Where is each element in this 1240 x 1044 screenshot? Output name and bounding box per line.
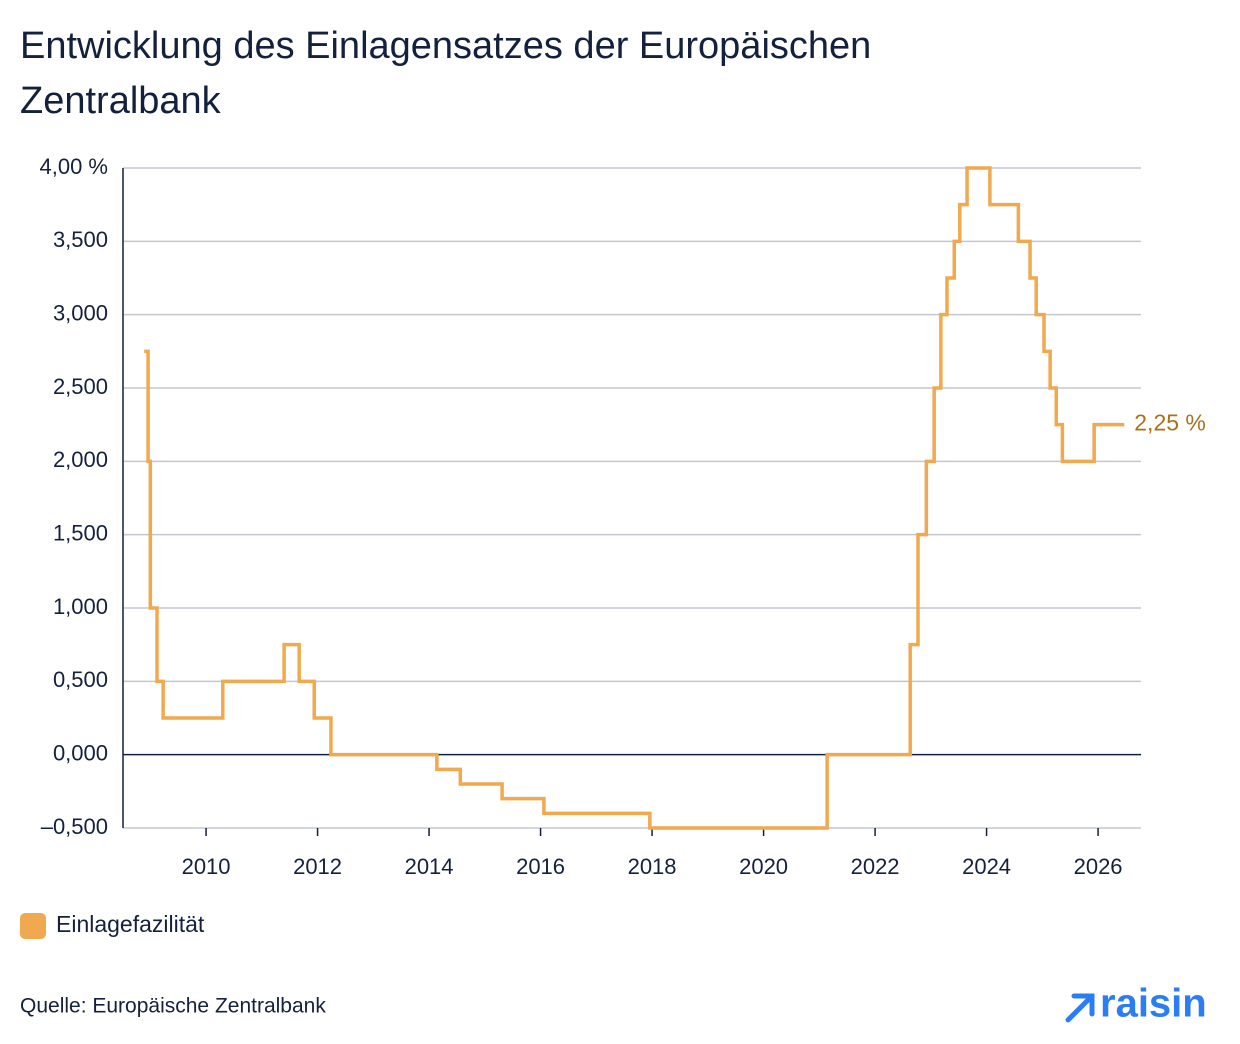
y-tick-label: 2,500 — [53, 374, 108, 399]
x-tick-label: 2010 — [182, 854, 231, 879]
x-tick-label: 2014 — [405, 854, 454, 879]
y-tick-label: –0,500 — [41, 814, 108, 839]
brand-logo: raisin — [1065, 982, 1207, 1026]
y-tick-label: 0,500 — [53, 667, 108, 692]
brand-name: raisin — [1100, 982, 1207, 1026]
x-tick-label: 2024 — [962, 854, 1011, 879]
y-tick-label: 3,000 — [53, 300, 108, 325]
x-tick-label: 2026 — [1074, 854, 1123, 879]
y-tick-label: 2,000 — [53, 447, 108, 472]
y-tick-label: 4,00 % — [40, 154, 109, 179]
x-tick-label: 2020 — [739, 854, 788, 879]
x-tick-label: 2018 — [628, 854, 677, 879]
x-tick-label: 2016 — [516, 854, 565, 879]
legend-label: Einlagefazilität — [56, 911, 205, 937]
y-tick-label: 0,000 — [53, 740, 108, 765]
y-tick-label: 3,500 — [53, 227, 108, 252]
brand-arrow — [1065, 993, 1095, 1023]
x-tick-label: 2012 — [293, 854, 342, 879]
x-tick-label: 2022 — [851, 854, 900, 879]
series-line — [144, 166, 1125, 830]
data-label: 2,25 % — [1134, 410, 1206, 436]
source-note: Quelle: Europäische Zentralbank — [20, 995, 326, 1018]
y-tick-label: 1,000 — [53, 594, 108, 619]
chart-title: Entwicklung des Einlagensatzes der Europ… — [20, 25, 871, 122]
legend-swatch — [20, 913, 46, 939]
y-tick-label: 1,500 — [53, 520, 108, 545]
